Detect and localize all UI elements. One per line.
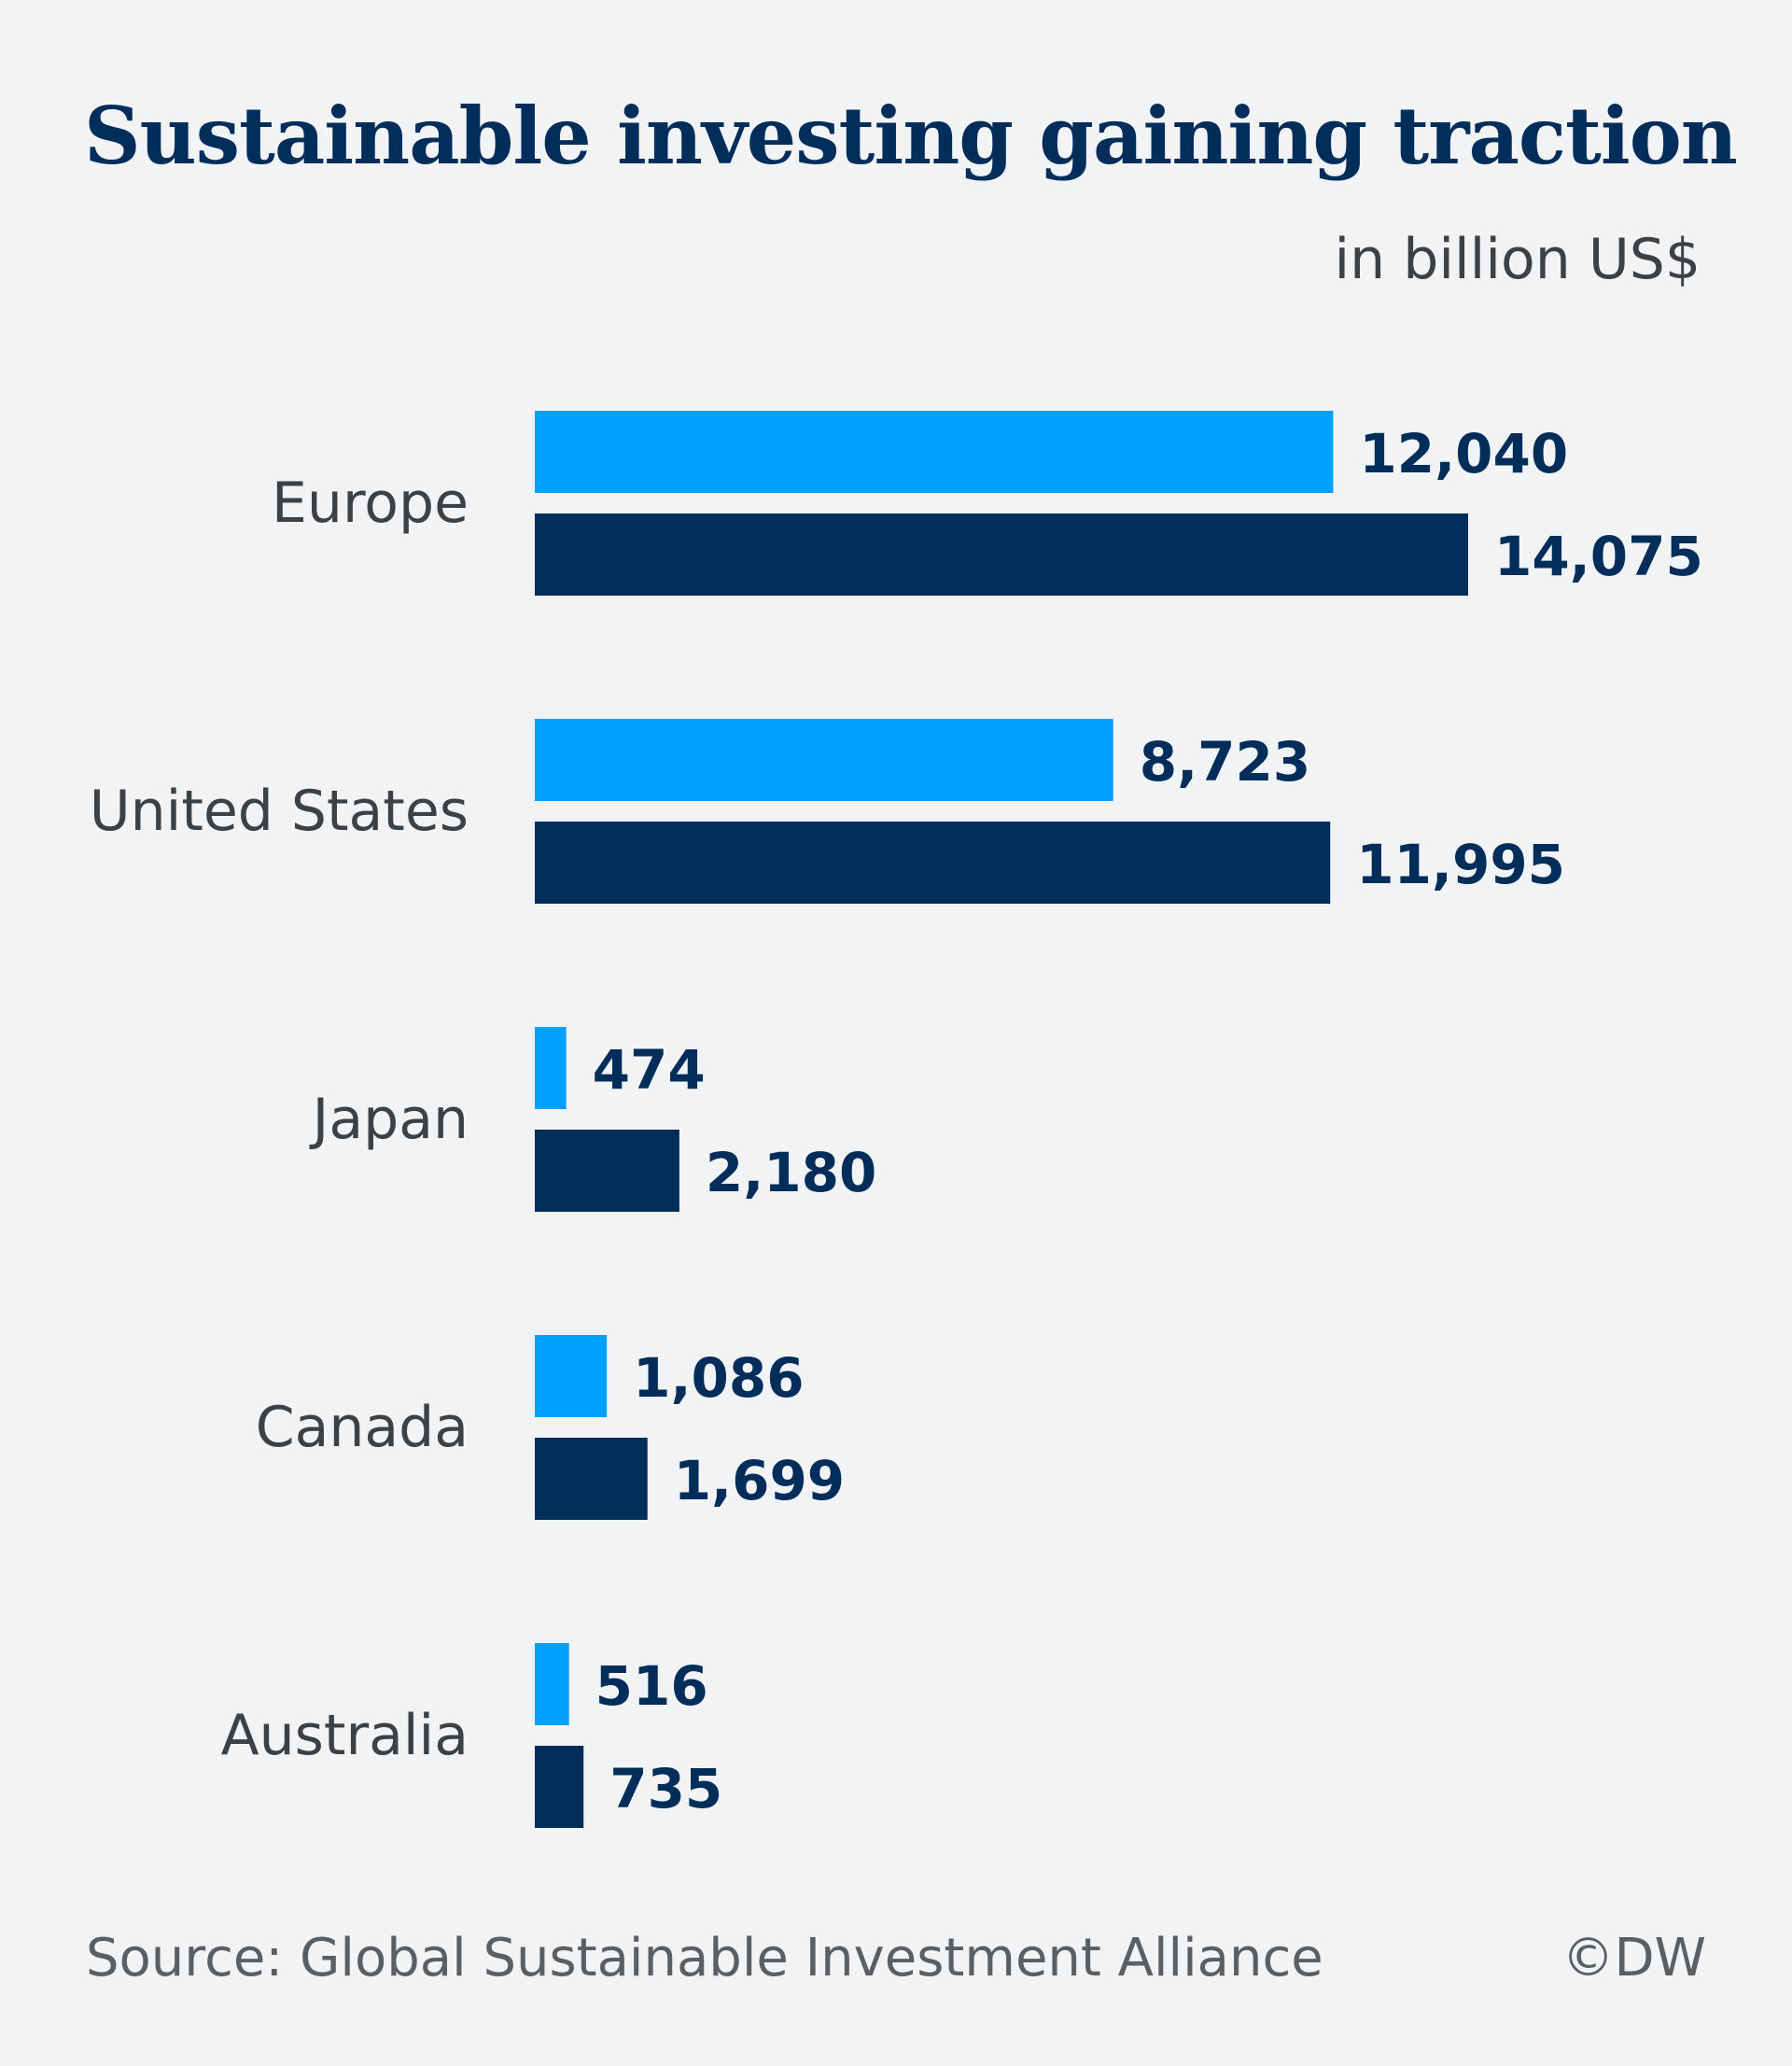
chart-title: Sustainable investing gaining traction (84, 90, 1738, 182)
bar-japan-series-2 (535, 1130, 679, 1212)
unit-label: in billion US$ (1334, 227, 1701, 292)
bar-europe-series-1 (535, 411, 1334, 493)
source-note: Source: Global Sustainable Investment Al… (86, 1928, 1323, 1989)
bar-australia-series-1 (535, 1643, 569, 1725)
category-label-united-states: United States (90, 779, 469, 844)
category-label-australia: Australia (221, 1703, 469, 1768)
value-label-europe-series-1: 12,040 (1359, 422, 1568, 485)
bar-europe-series-2 (535, 513, 1468, 596)
bar-canada-series-1 (535, 1335, 608, 1417)
value-label-canada-series-2: 1,699 (674, 1449, 845, 1512)
value-label-united-states-series-2: 11,995 (1356, 833, 1565, 896)
category-label-europe: Europe (272, 471, 469, 536)
category-label-japan: Japan (309, 1087, 469, 1152)
bar-canada-series-2 (535, 1438, 648, 1520)
bar-japan-series-1 (535, 1027, 567, 1109)
value-label-united-states-series-1: 8,723 (1140, 730, 1310, 794)
value-label-canada-series-1: 1,086 (633, 1346, 804, 1410)
bar-united-states-series-2 (535, 822, 1331, 904)
value-label-australia-series-1: 516 (595, 1654, 708, 1718)
category-label-canada: Canada (256, 1395, 469, 1460)
bar-united-states-series-1 (535, 719, 1113, 801)
value-label-australia-series-2: 735 (609, 1757, 722, 1820)
value-label-japan-series-1: 474 (593, 1038, 706, 1102)
value-label-japan-series-2: 2,180 (706, 1141, 876, 1204)
copyright-note: ©DW (1561, 1928, 1707, 1989)
value-label-europe-series-2: 14,075 (1494, 525, 1703, 588)
bar-australia-series-2 (535, 1746, 584, 1828)
